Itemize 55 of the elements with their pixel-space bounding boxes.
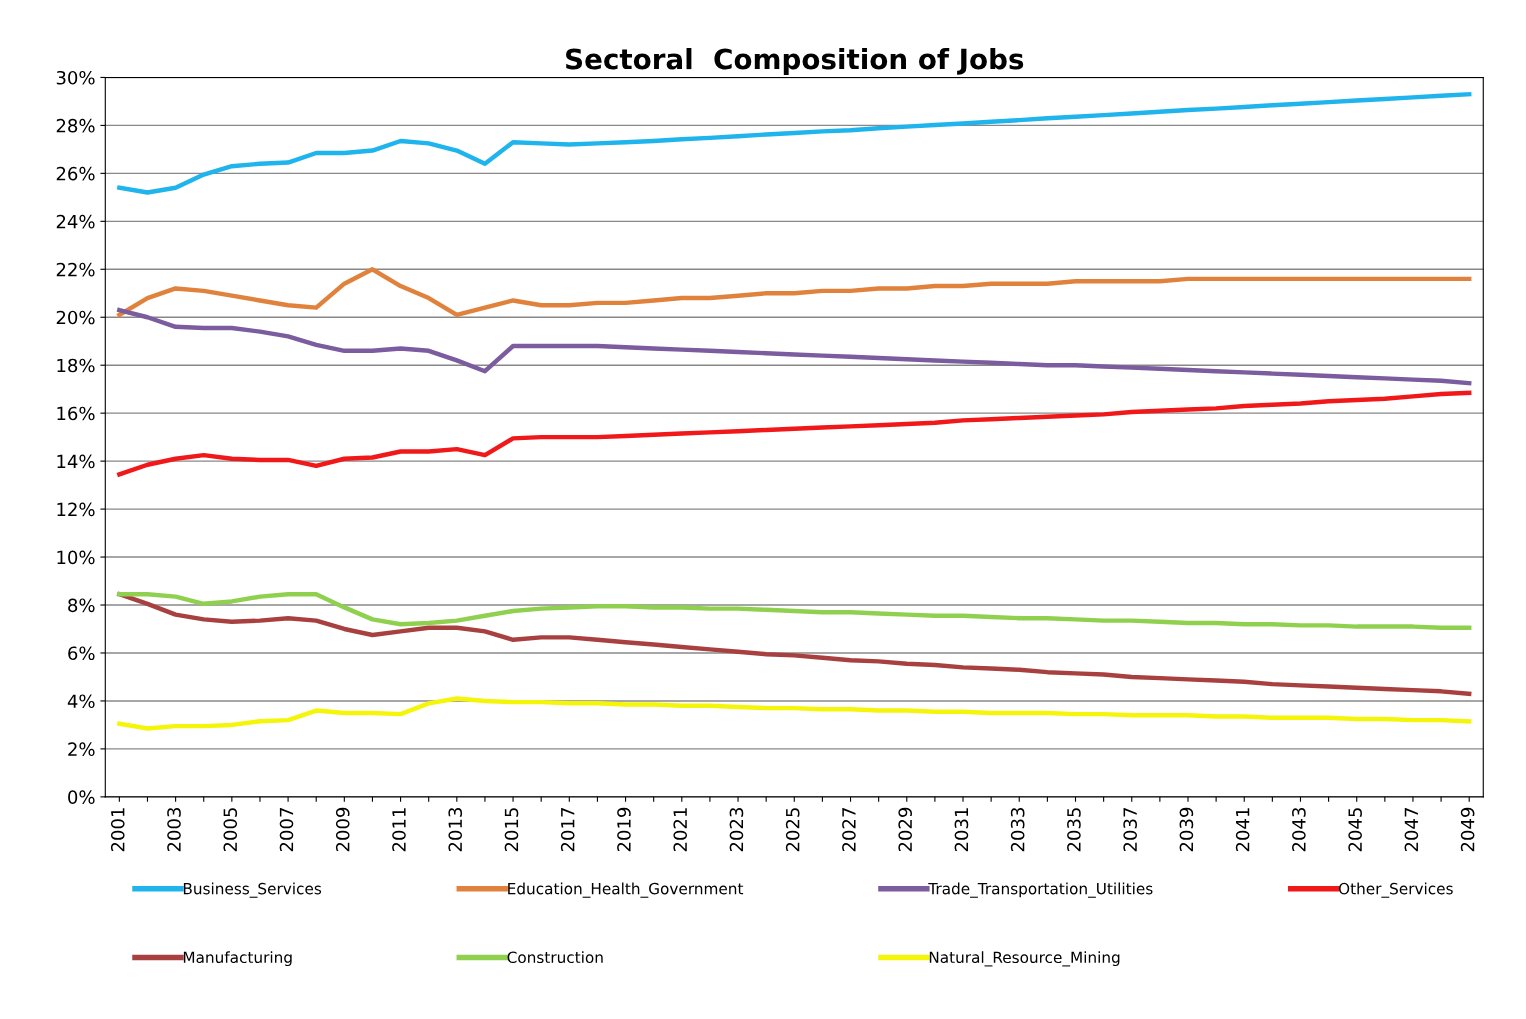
legend-label: Manufacturing (183, 951, 292, 967)
x-tick-label: 2033 (1010, 808, 1025, 852)
x-tick-label: 2039 (1179, 807, 1194, 852)
x-tick-label: 2003 (167, 808, 181, 852)
line-series (117, 592, 1472, 631)
y-tick-label: 0% (68, 790, 95, 804)
x-tick-label: 2043 (1292, 808, 1306, 852)
y-tick-label: 22% (56, 262, 95, 277)
x-tick-label: 2021 (673, 808, 688, 852)
legend-label: Other_Services (1338, 882, 1453, 898)
line-series (117, 390, 1472, 477)
line-series (117, 696, 1472, 731)
x-tick-label: 2019 (617, 807, 631, 852)
line-series (117, 267, 1472, 318)
x-tick-label: 2041 (1235, 808, 1250, 852)
y-tick-label: 18% (57, 358, 95, 373)
y-tick-label: 6% (68, 646, 95, 661)
legend-label: Construction (507, 951, 603, 964)
legend-label: Natural_Resource_Mining (929, 951, 1120, 967)
y-tick-label: 26% (56, 166, 95, 181)
line-series (117, 92, 1472, 195)
y-tick-label: 16% (57, 406, 95, 421)
x-tick-label: 2029 (898, 807, 913, 852)
x-tick-label: 2025 (785, 808, 800, 852)
x-tick-label: 2049 (1460, 807, 1475, 852)
legend-label: Trade_Transportation_Utilities (928, 882, 1153, 898)
chart-title: Sectoral Composition of Jobs (566, 48, 1024, 75)
x-tick-label: 2047 (1404, 808, 1419, 852)
x-tick-label: 2011 (392, 808, 406, 852)
x-tick-label: 2013 (448, 808, 463, 852)
y-tick-label: 28% (56, 118, 95, 133)
y-tick-label: 10% (57, 550, 95, 565)
y-tick-label: 2% (68, 742, 95, 757)
y-tick-label: 14% (57, 454, 95, 469)
x-tick-label: 2007 (279, 808, 294, 852)
y-tick-label: 8% (68, 598, 95, 613)
legend-label: Education_Health_Government (508, 882, 744, 898)
x-tick-label: 2045 (1348, 808, 1362, 852)
line-series (117, 307, 1472, 386)
x-tick-label: 2035 (1067, 808, 1081, 852)
x-tick-label: 2001 (110, 808, 125, 852)
y-tick-label: 20% (56, 310, 95, 325)
x-tick-label: 2009 (335, 807, 350, 852)
x-tick-label: 2017 (560, 808, 575, 852)
x-tick-label: 2031 (954, 808, 969, 852)
legend-label: Business_Services (183, 882, 322, 898)
y-tick-label: 12% (57, 502, 95, 517)
x-tick-label: 2027 (842, 808, 856, 852)
x-tick-label: 2037 (1123, 808, 1137, 852)
x-tick-label: 2023 (729, 808, 744, 852)
y-tick-label: 4% (67, 694, 95, 709)
y-tick-label: 24% (56, 214, 95, 229)
x-tick-label: 2015 (504, 808, 519, 852)
x-tick-label: 2005 (223, 808, 238, 852)
y-tick-label: 30% (56, 70, 95, 85)
